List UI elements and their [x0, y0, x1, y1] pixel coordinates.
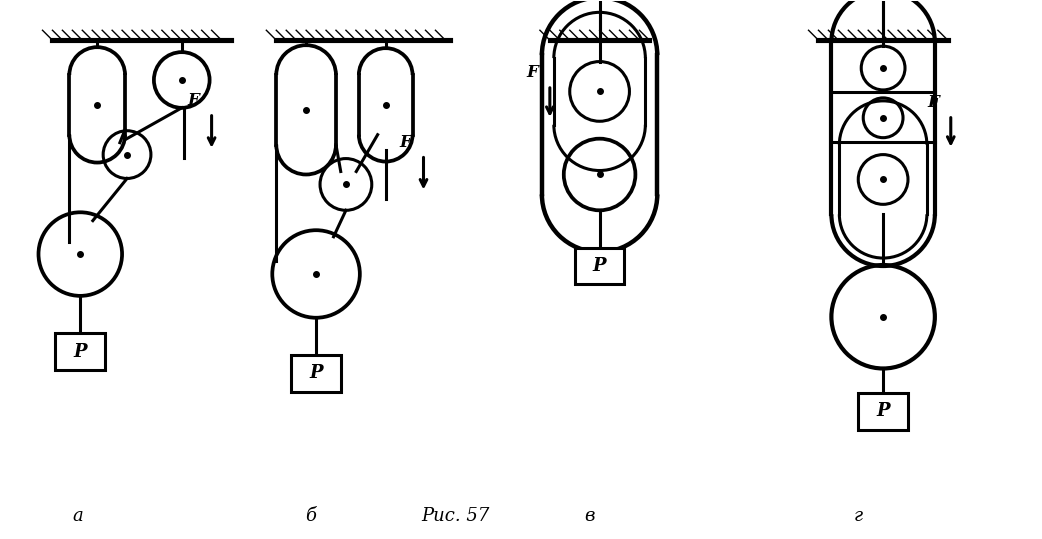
Text: F: F	[188, 92, 200, 109]
Text: F: F	[526, 64, 538, 81]
Bar	[859, 393, 908, 430]
Text: г: г	[853, 507, 863, 525]
Text: P: P	[593, 257, 606, 275]
Bar	[575, 247, 624, 285]
Text: P: P	[309, 364, 323, 383]
Text: в: в	[585, 507, 595, 525]
Text: F: F	[927, 94, 939, 111]
Text: P: P	[876, 402, 890, 420]
Bar	[55, 333, 105, 370]
Text: а: а	[72, 507, 82, 525]
Text: Рис. 57: Рис. 57	[421, 507, 490, 525]
Text: б: б	[305, 507, 317, 525]
Text: P: P	[74, 343, 88, 361]
Text: F: F	[400, 134, 412, 150]
Bar	[291, 355, 341, 392]
